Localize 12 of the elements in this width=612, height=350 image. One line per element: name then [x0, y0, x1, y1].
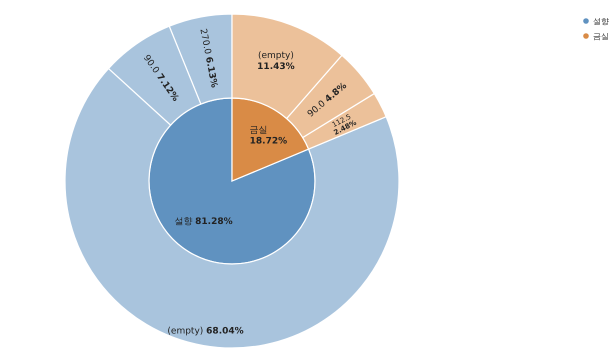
slice-label: 금실 [250, 126, 268, 136]
data-label: 68.04% [206, 326, 244, 337]
slice-label: (empty) [167, 326, 206, 337]
slice-label: 설향 [174, 216, 196, 227]
slice-label: (empty) [258, 50, 294, 61]
legend-label: 금실 [593, 32, 609, 41]
data-label: 6.13% [202, 56, 218, 89]
data-label: 18.72% [250, 136, 288, 146]
legend-label: 설향 [593, 17, 609, 26]
data-label: 81.28% [195, 216, 233, 227]
data-label: 11.43% [257, 62, 295, 72]
slice-label: 270.0 [196, 28, 212, 58]
